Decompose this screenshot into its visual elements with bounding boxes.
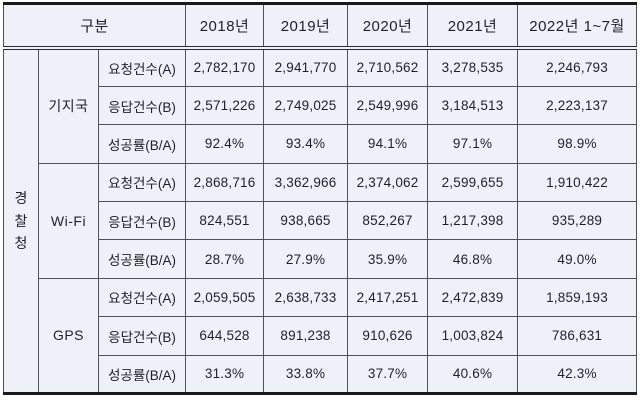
value-cell: 2,638,733 (263, 277, 349, 318)
year-header-2020: 2020년 (347, 3, 429, 50)
method-cell-wifi: Wi-Fi (38, 162, 99, 279)
metric-label-cell: 응답건수(B) (97, 85, 187, 126)
value-cell: 2,710,562 (347, 47, 429, 87)
value-cell: 35.9% (347, 239, 429, 279)
metric-label-cell: 성공률(B/A) (97, 124, 187, 164)
value-cell: 644,528 (185, 316, 265, 356)
value-cell: 33.8% (263, 354, 349, 394)
value-cell: 2,749,025 (263, 85, 349, 126)
value-cell: 1,217,398 (427, 200, 519, 241)
table-row: 성공률(B/A) 28.7% 27.9% 35.9% 46.8% 49.0% (4, 239, 638, 279)
value-cell: 92.4% (185, 124, 265, 164)
method-cell-gps: GPS (38, 277, 99, 395)
value-cell: 3,278,535 (427, 47, 519, 87)
stats-table: 구분 2018년 2019년 2020년 2021년 2022년 1~7월 경찰… (2, 2, 638, 395)
value-cell: 910,626 (347, 316, 429, 356)
metric-label-cell: 요청건수(A) (97, 277, 187, 318)
value-cell: 2,059,505 (185, 277, 265, 318)
value-cell: 97.1% (427, 124, 519, 164)
metric-label-cell: 요청건수(A) (97, 47, 187, 87)
value-cell: 28.7% (185, 239, 265, 279)
value-cell: 2,374,062 (347, 162, 429, 203)
table-row: 성공률(B/A) 31.3% 33.8% 37.7% 40.6% 42.3% (4, 354, 638, 394)
table-row: 응답건수(B) 2,571,226 2,749,025 2,549,996 3,… (4, 85, 638, 126)
value-cell: 98.9% (517, 124, 638, 164)
metric-label-cell: 성공률(B/A) (97, 239, 187, 279)
value-cell: 2,549,996 (347, 85, 429, 126)
year-header-2022: 2022년 1~7월 (517, 3, 638, 50)
table-row: 응답건수(B) 824,551 938,665 852,267 1,217,39… (4, 200, 638, 241)
value-cell: 2,571,226 (185, 85, 265, 126)
agency-cell: 경찰청 (3, 47, 39, 394)
corner-header-cell: 구분 (2, 3, 187, 50)
value-cell: 46.8% (427, 239, 519, 279)
table-row: 응답건수(B) 644,528 891,238 910,626 1,003,82… (4, 316, 638, 356)
value-cell: 2,223,137 (517, 85, 638, 126)
agency-label: 경찰청 (14, 190, 28, 252)
value-cell: 40.6% (427, 354, 519, 394)
value-cell: 93.4% (263, 124, 349, 164)
metric-label-cell: 성공률(B/A) (97, 354, 187, 394)
year-header-2018: 2018년 (185, 3, 265, 50)
value-cell: 49.0% (517, 239, 638, 279)
value-cell: 824,551 (185, 200, 265, 241)
value-cell: 1,003,824 (427, 316, 519, 356)
year-header-2019: 2019년 (263, 3, 349, 50)
value-cell: 1,859,193 (517, 277, 638, 318)
value-cell: 2,941,770 (263, 47, 349, 87)
value-cell: 1,910,422 (517, 162, 638, 203)
method-cell-base-station: 기지국 (38, 47, 99, 164)
value-cell: 891,238 (263, 316, 349, 356)
table-row: 경찰청 기지국 요청건수(A) 2,782,170 2,941,770 2,71… (3, 47, 638, 394)
year-header-2021: 2021년 (427, 3, 519, 50)
value-cell: 2,417,251 (347, 277, 429, 318)
metric-label-cell: 요청건수(A) (97, 162, 187, 203)
metric-label-cell: 응답건수(B) (97, 316, 187, 356)
table-row: Wi-Fi 요청건수(A) 2,868,716 3,362,966 2,374,… (4, 162, 638, 279)
value-cell: 938,665 (263, 200, 349, 241)
value-cell: 2,472,839 (427, 277, 519, 318)
value-cell: 94.1% (347, 124, 429, 164)
value-cell: 935,289 (517, 200, 638, 241)
value-cell: 3,362,966 (263, 162, 349, 203)
value-cell: 2,246,793 (517, 47, 638, 87)
value-cell: 3,184,513 (427, 85, 519, 126)
value-cell: 42.3% (517, 354, 638, 394)
metric-label-cell: 응답건수(B) (97, 200, 187, 241)
value-cell: 37.7% (347, 354, 429, 394)
value-cell: 2,599,655 (427, 162, 519, 203)
table-row: GPS 요청건수(A) 2,059,505 2,638,733 2,417,25… (4, 277, 638, 395)
value-cell: 852,267 (347, 200, 429, 241)
table-row: 성공률(B/A) 92.4% 93.4% 94.1% 97.1% 98.9% (4, 124, 638, 164)
value-cell: 27.9% (263, 239, 349, 279)
value-cell: 2,782,170 (185, 47, 265, 87)
value-cell: 2,868,716 (185, 162, 265, 203)
header-row: 구분 2018년 2019년 2020년 2021년 2022년 1~7월 (2, 3, 638, 50)
value-cell: 786,631 (517, 316, 638, 356)
value-cell: 31.3% (185, 354, 265, 394)
